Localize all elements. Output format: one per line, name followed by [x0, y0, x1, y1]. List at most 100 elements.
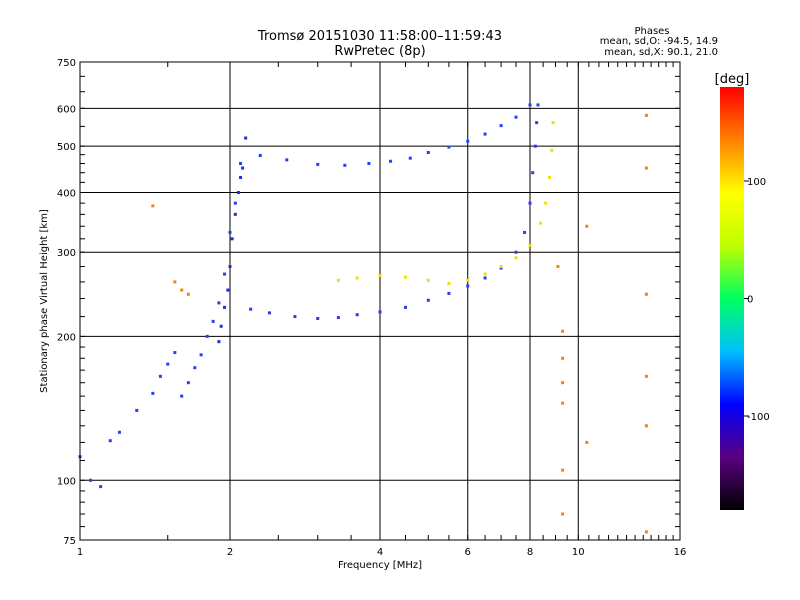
scatter-point [447, 282, 451, 286]
scatter-point [644, 292, 648, 296]
scatter-point [644, 113, 648, 117]
scatter-point [561, 468, 565, 472]
scatter-point [447, 291, 451, 295]
scatter-point [367, 161, 371, 165]
x-tick-label: 10 [572, 547, 585, 558]
scatter-point [336, 278, 340, 282]
scatter-point [514, 115, 518, 119]
colorbar [720, 87, 744, 510]
scatter-point [561, 401, 565, 405]
x-tick-label: 1 [77, 547, 83, 558]
scatter-point [561, 329, 565, 333]
scatter-point [293, 315, 297, 319]
scatter-point [219, 324, 223, 328]
scatter-point [336, 316, 340, 320]
stats-o-line: mean, sd,O: -94.5, 14.9 [600, 36, 718, 47]
scatter-point [447, 145, 451, 149]
scatter-point [186, 381, 190, 385]
chart-title: Tromsø 20151030 11:58:00–11:59:43 [257, 29, 502, 44]
scatter-point [644, 424, 648, 428]
scatter-point [556, 265, 560, 269]
scatter-point [528, 243, 532, 247]
x-tick-label: 6 [465, 547, 471, 558]
scatter-point [343, 163, 347, 167]
stats-heading: Phases [634, 26, 669, 37]
scatter-point [547, 175, 551, 179]
scatter-point [585, 440, 589, 444]
scatter-point [223, 305, 227, 309]
scatter-point [239, 161, 243, 165]
scatter-point [403, 275, 407, 279]
scatter-point [193, 366, 197, 370]
scatter-point [267, 311, 271, 315]
scatter-point [228, 230, 232, 234]
scatter-point [226, 288, 230, 292]
y-tick-label: 600 [57, 104, 76, 115]
y-tick-label: 200 [57, 332, 76, 343]
scatter-point [199, 353, 203, 357]
grid-lines [80, 62, 680, 540]
scatter-point [499, 265, 503, 269]
scatter-point [285, 158, 289, 162]
scatter-point [217, 340, 221, 344]
scatter-point [117, 430, 121, 434]
scatter-point [426, 298, 430, 302]
scatter-point [483, 272, 487, 276]
scatter-point [99, 485, 103, 489]
scatter-point [514, 256, 518, 260]
scatter-point [408, 156, 412, 160]
scatter-point [499, 124, 503, 128]
scatter-point [108, 439, 112, 443]
scatter-point [550, 148, 554, 152]
scatter-point [135, 408, 139, 412]
scatter-point [561, 512, 565, 516]
scatter-point [166, 362, 170, 366]
y-axis-label: Stationary phase Virtual Height [km] [39, 209, 50, 393]
scatter-point [89, 478, 93, 482]
scatter-point [403, 305, 407, 309]
y-axis-ticks: 75 100 200 300 400 500 600 750 [57, 58, 680, 547]
x-tick-label: 4 [377, 547, 383, 558]
scatter-point [151, 391, 155, 395]
scatter-point [316, 162, 320, 166]
x-axis-ticks: 1 2 4 6 8 10 16 [77, 62, 686, 558]
x-tick-label: 8 [527, 547, 533, 558]
scatter-point [205, 334, 209, 338]
scatter-point [426, 278, 430, 282]
scatter-point [644, 166, 648, 170]
scatter-point [258, 154, 262, 158]
y-tick-label: 750 [57, 58, 76, 69]
scatter-point [173, 351, 177, 355]
scatter-point [483, 132, 487, 136]
scatter-point [544, 201, 548, 205]
scatter-point [536, 103, 540, 107]
scatter-point [151, 204, 155, 208]
colorbar-tick-label: -100 [747, 412, 770, 423]
scatter-point [585, 224, 589, 228]
colorbar-ticks: 100 0 -100 [744, 177, 770, 423]
scatter-point [483, 276, 487, 280]
scatter-point [244, 136, 248, 140]
scatter-point [230, 237, 234, 241]
scatter-point [233, 212, 237, 216]
scatter-point [223, 272, 227, 276]
y-tick-label: 75 [63, 536, 76, 547]
scatter-point [523, 230, 527, 234]
scatter-point [531, 171, 535, 175]
y-tick-label: 400 [57, 188, 76, 199]
colorbar-tick-label: 0 [747, 295, 753, 306]
scatter-point [228, 265, 232, 269]
stats-x-line: mean, sd,X: 90.1, 21.0 [604, 47, 718, 58]
scatter-point [217, 301, 221, 305]
scatter-point [186, 292, 190, 296]
colorbar-label: [deg] [715, 72, 750, 87]
scatter-point [644, 530, 648, 534]
scatter-point [466, 284, 470, 288]
scatter-point [355, 313, 359, 317]
scatter-point [378, 310, 382, 314]
x-tick-label: 2 [227, 547, 233, 558]
scatter-point [233, 201, 237, 205]
scatter-point [241, 166, 245, 170]
scatter-point [561, 356, 565, 360]
